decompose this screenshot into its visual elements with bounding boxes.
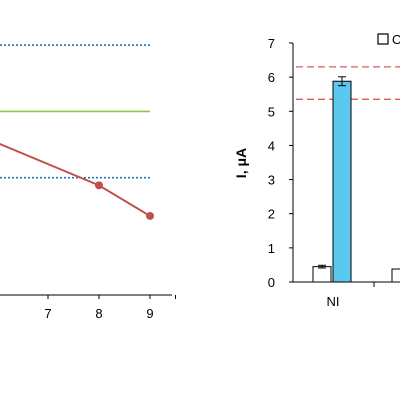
y-axis-label: I, μA (233, 148, 249, 178)
series-line-0 (0, 143, 151, 217)
y-tick-label-7: 7 (268, 36, 275, 51)
category-label-0: NI (327, 294, 340, 309)
y-tick-label-3: 3 (268, 173, 275, 188)
legend-swatch-0 (377, 33, 389, 45)
bar-1 (332, 80, 352, 283)
x-tick-label-2: 8 (95, 306, 102, 321)
y-tick-label-2: 2 (268, 207, 275, 222)
left-line-chart: 6 7 8 9 (0, 44, 176, 321)
bar-partial (391, 268, 400, 283)
y-tick-label-5: 5 (268, 104, 275, 119)
x-tick-label-0: 6 (0, 306, 1, 321)
legend-label-0: O (392, 32, 400, 47)
y-tick-label-0: 0 (268, 275, 275, 290)
y-tick-label-4: 4 (268, 138, 275, 153)
bar-0 (312, 266, 332, 283)
y-tick-label-1: 1 (268, 241, 275, 256)
x-tick-label-3: 9 (146, 306, 153, 321)
right-bar-chart: 0 1 2 3 4 5 6 7 I, μA NI O (233, 32, 400, 309)
data-point-0-1 (95, 181, 103, 190)
data-point-0-2 (146, 211, 154, 220)
x-tick-label-1: 7 (44, 306, 51, 321)
y-tick-label-6: 6 (268, 70, 275, 85)
